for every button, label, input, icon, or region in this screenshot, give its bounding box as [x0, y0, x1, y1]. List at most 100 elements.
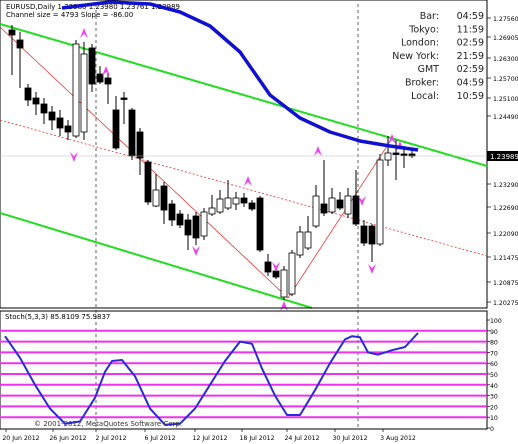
time-tick-label: 3 Aug 2012 — [380, 435, 416, 442]
bear-candle[interactable] — [64, 125, 72, 133]
bear-candle[interactable] — [264, 261, 272, 273]
bear-candle[interactable] — [400, 153, 408, 156]
bull-candle[interactable] — [72, 43, 80, 137]
bear-candle[interactable] — [104, 77, 112, 85]
zigzag-line — [0, 26, 392, 299]
fractal-up-arrow — [80, 28, 88, 38]
clock-label: Tokyo: — [408, 24, 439, 35]
bull-candle[interactable] — [312, 195, 320, 227]
bear-candle[interactable] — [168, 203, 176, 221]
time-tick-label: 12 Jul 2012 — [192, 435, 227, 442]
time-tick-label: 6 Jul 2012 — [144, 435, 175, 442]
time-axis: 20 Jun 2012 26 Jun 2012 2 Jul 2012 6 Jul 20… — [2, 429, 416, 442]
fractal-down-arrow — [192, 246, 200, 256]
clock-label: London: — [401, 38, 439, 49]
bull-candle[interactable] — [208, 207, 216, 215]
bear-candle[interactable] — [128, 109, 136, 157]
time-tick-label: 18 Jul 2012 — [239, 435, 274, 442]
bull-candle[interactable] — [280, 269, 288, 298]
bear-candle[interactable] — [16, 39, 24, 49]
bear-candle[interactable] — [256, 197, 264, 251]
fractal-up-arrow — [314, 146, 322, 156]
bear-candle[interactable] — [136, 131, 144, 159]
bull-candle[interactable] — [224, 197, 232, 209]
time-tick-label: 2 Jul 2012 — [95, 435, 126, 442]
bear-candle[interactable] — [248, 202, 256, 210]
clock-label: Local: — [411, 91, 439, 102]
channel-upper-line — [0, 23, 488, 167]
stochastic-line — [4, 332, 419, 426]
stoch-tick-label: 10 — [490, 415, 498, 422]
fractal-down-arrow — [70, 152, 78, 162]
clock-value: 10:59 — [457, 91, 484, 102]
bear-candle[interactable] — [24, 87, 32, 101]
stoch-tick-label: 90 — [490, 329, 498, 336]
bull-candle[interactable] — [80, 53, 88, 133]
channel-info: Channel size = 4793 Slope = -86.00 — [6, 11, 133, 19]
price-tick-label: 1.26300 — [493, 56, 518, 63]
stoch-tick-label: 60 — [490, 361, 498, 368]
fractal-up-arrow — [244, 176, 252, 186]
clock-label: New York: — [392, 51, 439, 62]
bull-candle[interactable] — [232, 197, 240, 205]
stoch-tick-label: 70 — [490, 350, 498, 357]
bear-candle[interactable] — [144, 161, 152, 203]
bear-candle[interactable] — [112, 109, 120, 149]
bear-candle[interactable] — [8, 29, 16, 36]
clock-value: 11:59 — [457, 24, 484, 35]
fractal-down-arrow — [368, 264, 376, 274]
clock-value: 21:59 — [457, 51, 484, 62]
bear-candle[interactable] — [184, 219, 192, 236]
bull-candle[interactable] — [200, 211, 208, 237]
fractal-up-arrow — [388, 134, 396, 144]
time-tick-label: 20 Jun 2012 — [2, 435, 39, 442]
bear-candle[interactable] — [392, 152, 400, 155]
bear-candle[interactable] — [176, 213, 184, 226]
price-tick-label: 1.25700 — [493, 76, 518, 83]
bull-candle[interactable] — [304, 231, 312, 249]
price-tick-label: 1.27560 — [493, 16, 518, 23]
price-tick-label: 1.22090 — [493, 231, 518, 238]
bear-candle[interactable] — [96, 73, 104, 83]
bear-candle[interactable] — [32, 97, 40, 105]
price-tick-label: 1.22690 — [493, 205, 518, 212]
bull-candle[interactable] — [296, 231, 304, 256]
bear-candle[interactable] — [88, 47, 96, 85]
clock-label: GMT — [418, 64, 440, 75]
stoch-tick-label: 100 — [490, 318, 502, 325]
clock-value: 04:59 — [457, 78, 484, 89]
stoch-tick-label: 50 — [490, 372, 498, 379]
bull-candle[interactable] — [328, 197, 336, 213]
bear-candle[interactable] — [40, 103, 48, 114]
bear-candle[interactable] — [240, 197, 248, 204]
time-tick-label: 24 Jul 2012 — [284, 435, 319, 442]
bear-candle[interactable] — [368, 225, 376, 245]
price-tick-label: 1.20875 — [493, 280, 518, 287]
bear-candle[interactable] — [160, 185, 168, 211]
bull-candle[interactable] — [152, 189, 160, 207]
bear-candle[interactable] — [360, 225, 368, 244]
bull-candle[interactable] — [344, 195, 352, 215]
stochastic-panel[interactable] — [0, 310, 488, 430]
fractal-up-arrow — [102, 66, 110, 76]
bear-candle[interactable] — [192, 215, 200, 239]
bull-candle[interactable] — [384, 152, 392, 161]
clock-label: Broker: — [405, 78, 439, 89]
stoch-tick-label: 40 — [490, 383, 498, 390]
bull-candle[interactable] — [376, 159, 384, 245]
stoch-tick-label: 20 — [490, 404, 498, 411]
price-tick-label: 1.25100 — [493, 96, 518, 103]
current-price-label: 1.23989 — [490, 153, 518, 161]
bear-candle[interactable] — [352, 195, 360, 225]
bull-candle[interactable] — [216, 198, 224, 213]
bear-candle[interactable] — [320, 203, 328, 214]
bear-candle[interactable] — [120, 97, 128, 100]
bear-candle[interactable] — [336, 199, 344, 209]
bear-candle[interactable] — [48, 111, 56, 121]
price-tick-label: 1.24490 — [493, 114, 518, 121]
bull-candle[interactable] — [288, 252, 296, 295]
clock-panel: Bar: 04:59 Tokyo: 11:59 London: 02:59 New York… — [392, 11, 484, 102]
bear-candle[interactable] — [56, 117, 64, 129]
fractal-down-arrow — [272, 262, 280, 272]
